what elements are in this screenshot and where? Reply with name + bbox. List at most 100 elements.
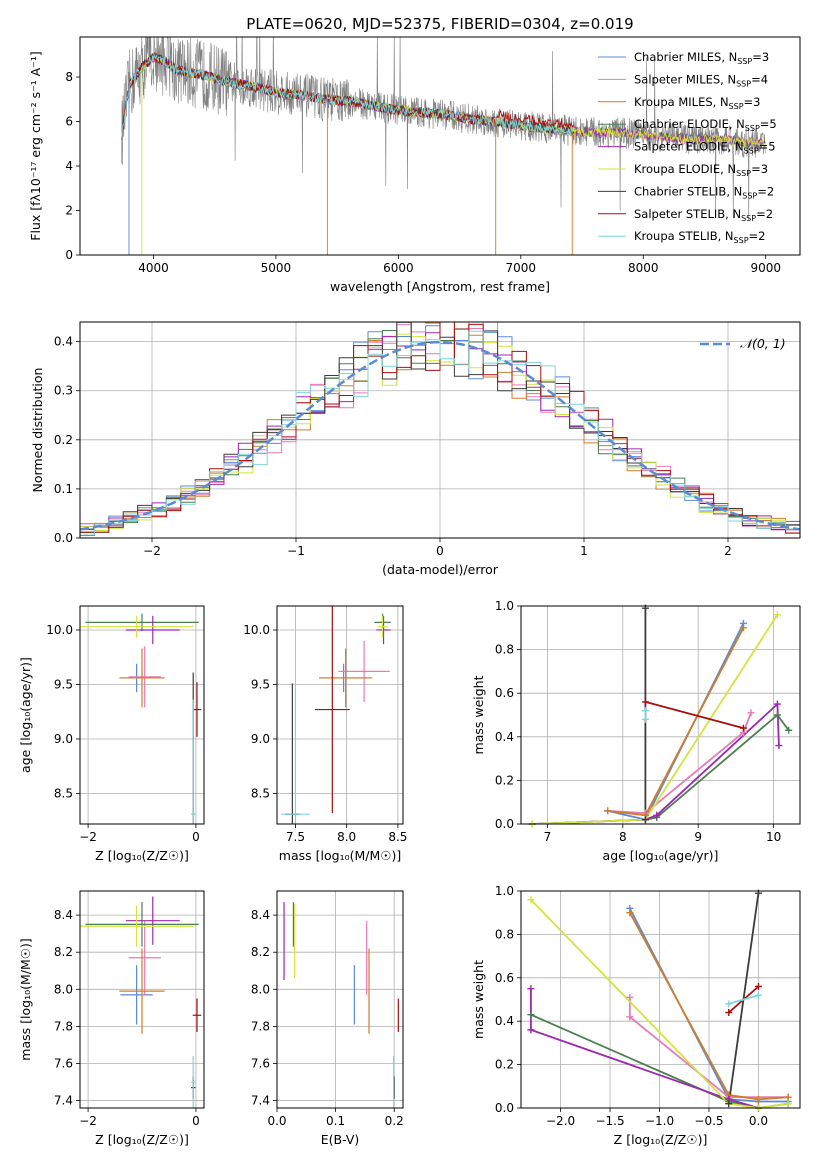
y-tick-label: 7.4 (54, 1094, 73, 1108)
y-tick-label: 0.0 (495, 1101, 514, 1115)
y-tick-label: 8.5 (251, 786, 270, 800)
axes-frame (79, 605, 205, 825)
y-tick-label: 7.8 (251, 1019, 270, 1033)
y-tick-label: 8.0 (54, 982, 73, 996)
histogram-legend: 𝒩(0, 1) (700, 336, 786, 351)
y-tick-label: 8.2 (54, 945, 73, 959)
legend-subscript: SSP (736, 79, 751, 88)
x-tick-label: 6000 (383, 261, 414, 275)
weight-marker (775, 742, 783, 750)
legend-value: =5 (759, 140, 776, 154)
x-tick-label: 7000 (506, 261, 537, 275)
x-axis-label: age [log₁₀(age/yr)] (603, 848, 719, 863)
legend-label: Chabrier ELODIE, N (634, 117, 745, 131)
x-tick-label: −2 (79, 1114, 97, 1128)
x-tick-label: −1.0 (645, 1114, 674, 1128)
y-tick-label: 8 (65, 70, 73, 84)
legend-subscript: SSP (737, 57, 752, 66)
weight-marker (725, 1000, 733, 1008)
weight-marker (773, 711, 781, 719)
x-axis-label: Z [log₁₀(Z/Z☉)] (614, 1132, 708, 1147)
x-tick-label: 0.0 (749, 1114, 768, 1128)
weight-line-salpeter-elodie (532, 702, 780, 824)
legend-subscript: SSP (744, 147, 759, 156)
legend-value: =2 (756, 207, 773, 221)
y-tick-label: 0.0 (495, 817, 514, 831)
legend-label: Salpeter STELIB, N (634, 207, 741, 221)
weight-marker (527, 985, 535, 993)
x-tick-label: 8000 (628, 261, 659, 275)
legend-subscript: SSP (736, 169, 751, 178)
weight-line-salpeter-elodie (530, 988, 759, 1108)
plot-area (80, 322, 800, 536)
x-tick-label: 0.1 (326, 1114, 345, 1128)
y-tick-label: 0.6 (495, 686, 514, 700)
x-tick-label: 1 (580, 544, 588, 558)
legend-value: =5 (760, 117, 777, 131)
plot-area (80, 896, 202, 1108)
histogram-kroupa-stelib (80, 330, 800, 536)
y-tick-label: 8.4 (251, 908, 270, 922)
weight-marker (641, 707, 649, 715)
weight-line-kroupa-stelib (728, 994, 759, 1005)
y-tick-label: 9.0 (54, 732, 73, 746)
x-axis-label: E(B-V) (321, 1132, 360, 1147)
x-tick-label: −1.5 (595, 1114, 624, 1128)
legend-value: =4 (751, 72, 768, 86)
y-axis-label: mass [log₁₀(M/M☉)] (18, 938, 33, 1060)
y-tick-label: 0.0 (54, 531, 73, 545)
legend-subscript: SSP (741, 214, 756, 223)
x-tick-label: 9 (694, 830, 702, 844)
legend-value: =3 (752, 50, 769, 64)
x-tick-label: 0 (436, 544, 444, 558)
weight-marker (773, 700, 781, 708)
x-tick-label: 7 (544, 830, 552, 844)
weight-marker (754, 991, 762, 999)
y-tick-label: 7.8 (54, 1019, 73, 1033)
weight-line-kroupa-elodie (532, 614, 779, 824)
weight-marker (739, 724, 747, 732)
y-tick-label: 0.1 (54, 482, 73, 496)
weight-marker (784, 1100, 792, 1108)
x-tick-label: 4000 (138, 261, 169, 275)
weight-line-kroupa-miles (629, 912, 789, 1101)
legend-entry: Kroupa MILES, NSSP=3 (634, 95, 760, 111)
y-axis-label: mass weight (471, 675, 486, 754)
weight-marker (641, 816, 649, 824)
y-tick-label: 8.5 (54, 786, 73, 800)
x-tick-label: 5000 (261, 261, 292, 275)
axes-frame (79, 890, 205, 1109)
weight-marker (626, 1013, 634, 1021)
y-axis-label: age [log₁₀(age/yr)] (18, 657, 33, 773)
weight-line-salpeter-miles (607, 712, 752, 815)
x-tick-label: −2 (79, 830, 97, 844)
weight-line-salpeter-stelib (645, 701, 744, 729)
y-tick-label: 8.0 (251, 982, 270, 996)
y-tick-label: 9.5 (54, 677, 73, 691)
weight-marker (641, 698, 649, 706)
legend-value: =2 (749, 229, 766, 243)
x-tick-label: −2 (143, 544, 161, 558)
weight-marker (754, 1095, 762, 1103)
x-tick-label: 0 (192, 1114, 200, 1128)
y-tick-label: 8.4 (54, 908, 73, 922)
weight-marker (754, 982, 762, 990)
x-axis-label: mass [log₁₀(M/M☉)] (279, 848, 401, 863)
weight-line-chabrier-miles (607, 622, 745, 821)
x-axis-label: Z [log₁₀(Z/Z☉)] (95, 1132, 189, 1147)
model-spectrum-salpeter-stelib (121, 53, 575, 140)
mass-vs-metallicity-panel: −2 0 7.4 7.6 7.8 8.0 8.2 8.4 Z [log₁₀(Z/Z☉)] mass… (18, 890, 205, 1147)
x-tick-label: −0.5 (694, 1114, 723, 1128)
legend-entry: Kroupa ELODIE, NSSP=3 (634, 162, 768, 178)
x-tick-label: 8.0 (337, 830, 356, 844)
legend-label: Kroupa ELODIE, N (634, 162, 736, 176)
weight-marker (725, 1100, 733, 1108)
legend-entry: Salpeter STELIB, NSSP=2 (634, 207, 773, 223)
y-tick-label: 0.4 (495, 1014, 514, 1028)
legend-subscript: SSP (745, 124, 760, 133)
weight-marker (653, 811, 661, 819)
weight-marker (785, 726, 793, 734)
weight-marker (747, 709, 755, 717)
y-tick-label: 0.2 (495, 1058, 514, 1072)
